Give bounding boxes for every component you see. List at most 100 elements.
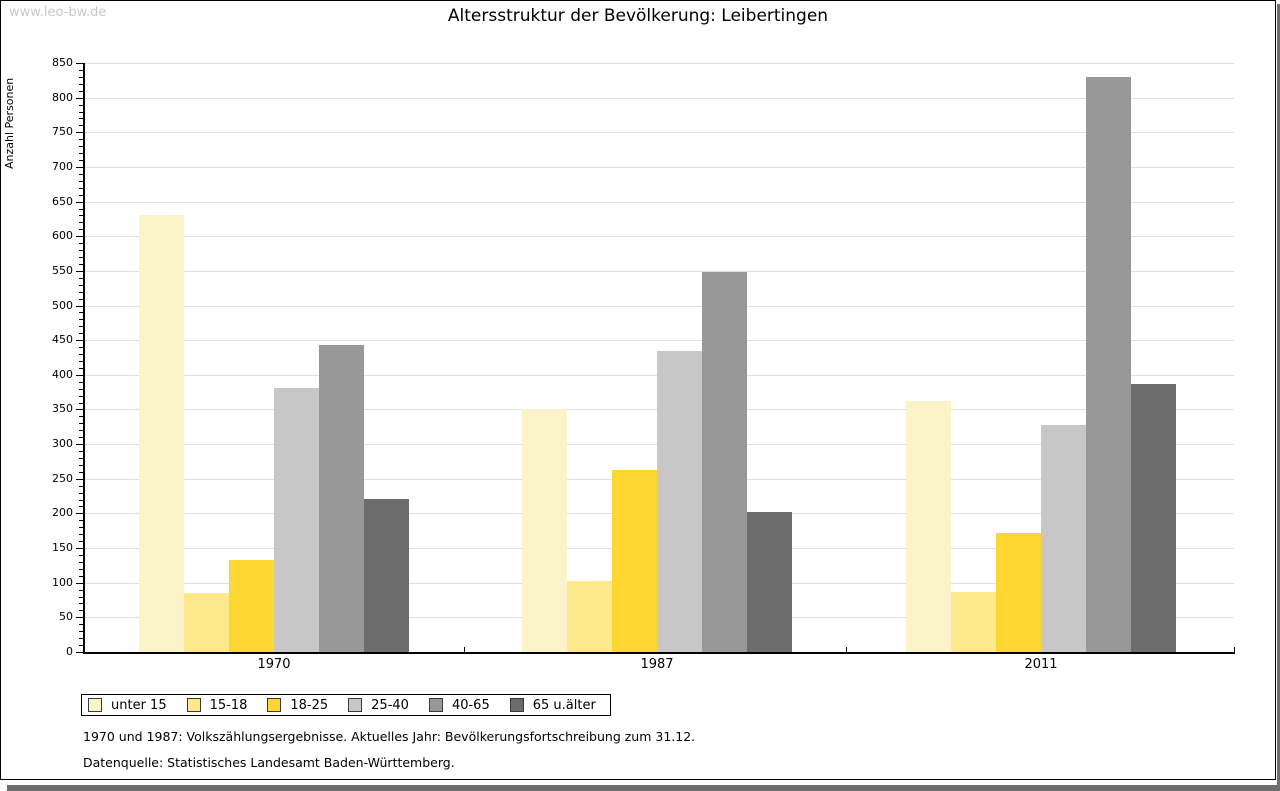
y-tick-label-500: 500 [52, 298, 73, 312]
y-tick-minor-230 [79, 492, 83, 494]
y-tick-minor-170 [79, 534, 83, 536]
x-category-label-1987: 1987 [640, 657, 674, 672]
y-tick-minor-130 [79, 561, 83, 563]
bar-1987-15-18 [567, 581, 612, 652]
bar-2011-40-65 [1086, 77, 1131, 652]
y-tick-major-600 [76, 236, 83, 238]
y-tick-minor-410 [79, 367, 83, 369]
y-tick-minor-720 [79, 153, 83, 155]
y-tick-minor-270 [79, 464, 83, 466]
y-tick-minor-610 [79, 229, 83, 231]
y-tick-minor-630 [79, 215, 83, 217]
bar-1970-18-25 [229, 560, 274, 652]
bar-1970-15-18 [184, 593, 229, 652]
y-tick-label-450: 450 [52, 333, 73, 347]
y-tick-major-300 [76, 444, 83, 446]
bar-2011-25-40 [1041, 425, 1086, 652]
legend-label-40-65: 40-65 [451, 697, 490, 713]
gridline-500 [85, 305, 1234, 307]
y-tick-major-250 [76, 478, 83, 480]
y-tick-minor-730 [79, 146, 83, 148]
gridline-700 [85, 166, 1234, 168]
legend-label-15-18: 15-18 [209, 697, 248, 713]
y-tick-minor-340 [79, 416, 83, 418]
y-tick-minor-790 [79, 104, 83, 106]
y-tick-label-800: 800 [52, 90, 73, 104]
y-tick-minor-20 [79, 638, 83, 640]
y-tick-minor-140 [79, 554, 83, 556]
bar-1987-25-40 [657, 351, 702, 652]
x-category-label-2011: 2011 [1024, 657, 1058, 672]
y-tick-major-700 [76, 166, 83, 168]
card-shadow-bottom [7, 785, 1280, 791]
y-tick-minor-760 [79, 125, 83, 127]
y-tick-minor-530 [79, 284, 83, 286]
y-tick-minor-580 [79, 250, 83, 252]
y-tick-minor-440 [79, 347, 83, 349]
y-tick-minor-520 [79, 291, 83, 293]
legend-item-18-25: 18-25 [267, 698, 328, 713]
footnote-census-info: 1970 und 1987: Volkszählungsergebnisse. … [83, 729, 696, 744]
bar-2011-unter-15 [906, 401, 951, 652]
gridline-600 [85, 236, 1234, 238]
legend-item-65-u-älter: 65 u.älter [509, 698, 596, 713]
y-tick-major-50 [76, 617, 83, 619]
y-tick-minor-390 [79, 381, 83, 383]
legend-label-unter-15: unter 15 [111, 697, 167, 713]
legend-item-15-18: 15-18 [186, 697, 248, 713]
footnote-data-source: Datenquelle: Statistisches Landesamt Bad… [83, 755, 455, 770]
y-tick-minor-430 [79, 354, 83, 356]
y-tick-minor-770 [79, 118, 83, 120]
y-tick-major-750 [76, 132, 83, 134]
gridline-550 [85, 270, 1234, 272]
y-tick-minor-640 [79, 208, 83, 210]
x-axis-line [83, 652, 1235, 654]
chart-legend: unter 15 15-18 18-25 25-40 40-65 65 u.älter [81, 694, 611, 716]
y-tick-minor-620 [79, 222, 83, 224]
legend-item-25-40: 25-40 [348, 698, 409, 713]
y-tick-label-400: 400 [52, 367, 73, 381]
legend-label-25-40: 25-40 [371, 697, 409, 713]
x-axis-tick-2 [1234, 647, 1235, 652]
y-tick-minor-330 [79, 423, 83, 425]
y-tick-major-200 [76, 513, 83, 515]
y-tick-major-350 [76, 409, 83, 411]
y-tick-minor-260 [79, 471, 83, 473]
y-tick-minor-740 [79, 139, 83, 141]
bar-2011-65-u-älter [1131, 384, 1176, 652]
y-tick-minor-480 [79, 319, 83, 321]
x-axis-tick-1 [846, 647, 847, 652]
y-tick-minor-570 [79, 257, 83, 259]
gridline-850 [85, 63, 1234, 64]
gridline-750 [85, 132, 1234, 134]
bar-2011-15-18 [951, 592, 996, 652]
y-tick-minor-60 [79, 610, 83, 612]
y-tick-minor-420 [79, 360, 83, 362]
x-category-label-1970: 1970 [257, 657, 291, 672]
y-tick-minor-510 [79, 298, 83, 300]
y-tick-minor-110 [79, 575, 83, 577]
y-tick-label-600: 600 [52, 229, 73, 243]
y-tick-major-800 [76, 97, 83, 99]
y-tick-label-350: 350 [52, 402, 73, 416]
y-tick-minor-780 [79, 111, 83, 113]
y-tick-minor-710 [79, 160, 83, 161]
legend-item-unter-15: unter 15 [88, 698, 167, 713]
gridline-800 [85, 97, 1234, 99]
y-tick-minor-380 [79, 388, 83, 390]
y-tick-label-100: 100 [52, 575, 73, 589]
bar-1987-18-25 [612, 470, 657, 652]
y-tick-minor-280 [79, 457, 83, 459]
y-tick-minor-310 [79, 437, 83, 439]
legend-swatch-40-65 [428, 698, 443, 712]
y-tick-label-150: 150 [52, 541, 73, 555]
y-tick-minor-810 [79, 90, 83, 92]
y-tick-minor-490 [79, 312, 83, 314]
gridline-650 [85, 201, 1234, 203]
y-tick-minor-320 [79, 430, 83, 432]
y-tick-minor-10 [79, 645, 83, 647]
y-tick-minor-220 [79, 499, 83, 501]
watermark-url: www.leo-bw.de [9, 5, 107, 20]
bar-1970-25-40 [274, 388, 319, 652]
y-tick-major-400 [76, 374, 83, 376]
